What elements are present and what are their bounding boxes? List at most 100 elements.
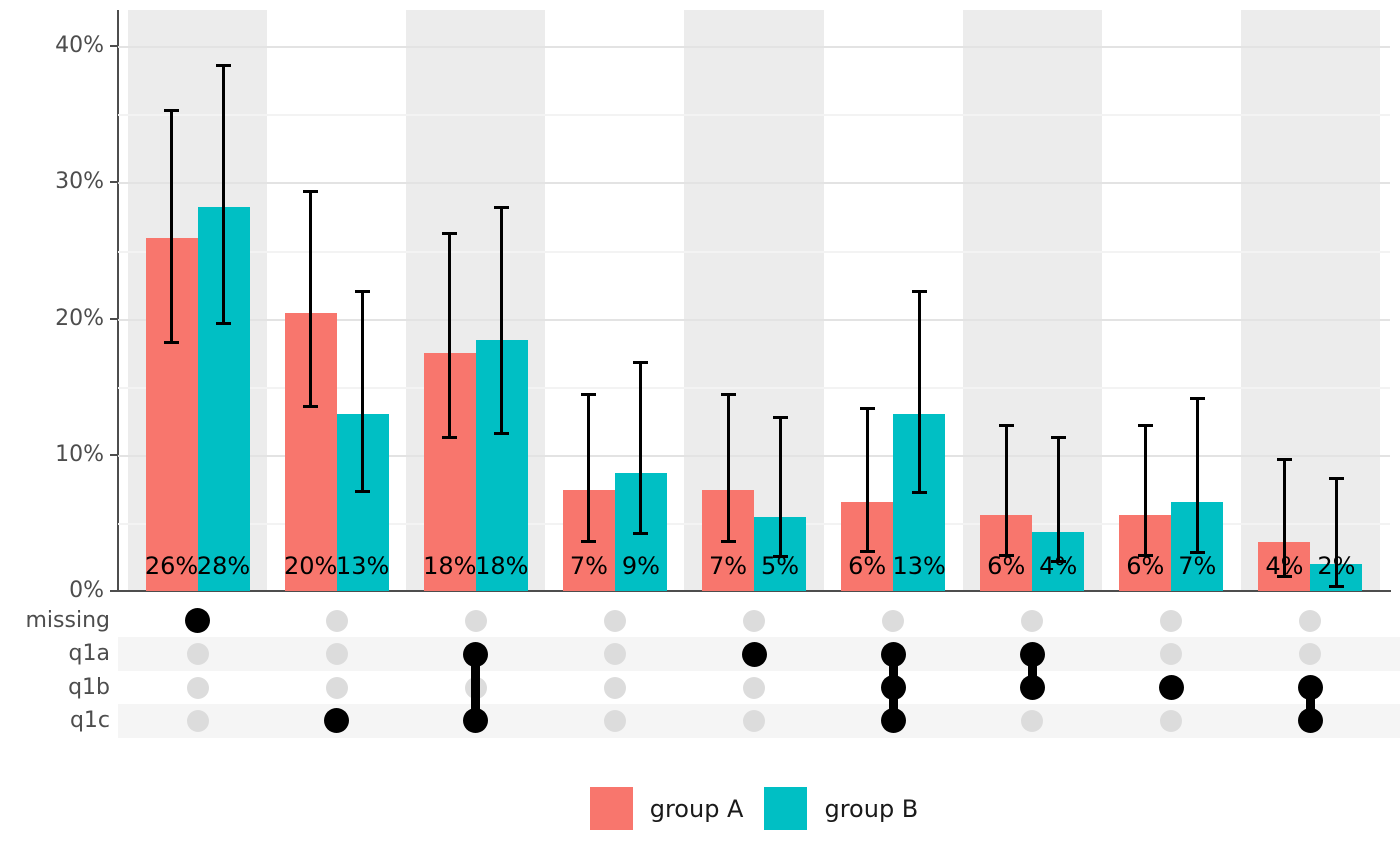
bar-value-label: 4%: [1039, 552, 1078, 580]
matrix-dot-inactive: [325, 643, 348, 666]
error-bar-cap-top: [494, 205, 510, 209]
error-bar-cap-top: [998, 423, 1014, 427]
error-bar-cap-bottom: [1276, 575, 1292, 579]
y-tick-mark: [110, 590, 118, 592]
error-bar-cap-bottom: [1137, 553, 1153, 557]
legend-swatch: [589, 787, 633, 830]
bar-value-label: 18%: [475, 552, 529, 580]
legend: group A group B: [118, 787, 1390, 830]
error-bar-cap-bottom: [720, 539, 736, 543]
error-bar-cap-top: [303, 189, 319, 193]
x-axis-line: [117, 590, 1391, 592]
gridline-major: [118, 318, 1390, 321]
error-bar-cap-bottom: [164, 341, 180, 345]
gridline-major: [118, 182, 1390, 185]
error-bar: [170, 110, 174, 344]
error-bar: [587, 393, 591, 542]
matrix-dot-inactive: [743, 676, 765, 699]
gridline-major: [118, 46, 1390, 49]
matrix-dot-active: [741, 641, 767, 667]
column-stripe: [1240, 10, 1380, 591]
error-bar: [1334, 477, 1338, 587]
matrix-dot-inactive: [603, 676, 626, 699]
error-bar-cap-bottom: [633, 531, 649, 535]
error-bar-cap-top: [772, 415, 788, 419]
matrix-dot-inactive: [743, 609, 765, 632]
error-bar: [361, 291, 365, 492]
gridline-minor: [118, 250, 1390, 253]
y-tick-label: 20%: [55, 305, 104, 331]
gridline-major: [118, 454, 1390, 457]
bar-value-label: 6%: [1126, 552, 1165, 580]
bar-value-label: 2%: [1317, 552, 1356, 580]
error-bar-cap-bottom: [581, 539, 597, 543]
y-tick-mark: [110, 45, 118, 48]
error-bar: [1056, 437, 1060, 563]
bar-value-label: 7%: [1178, 552, 1217, 580]
error-bar-cap-top: [1137, 423, 1153, 427]
bar-value-label: 26%: [144, 552, 199, 580]
matrix-row-label: q1b: [68, 674, 110, 700]
error-bar-cap-top: [216, 64, 232, 68]
error-bar: [726, 393, 730, 542]
error-bar-cap-top: [1189, 396, 1205, 400]
legend-item: group A: [589, 787, 744, 830]
matrix-dot-inactive: [325, 609, 348, 632]
bar-value-label: 4%: [1265, 552, 1304, 580]
matrix-dot-inactive: [1021, 709, 1044, 732]
error-bar-cap-bottom: [998, 553, 1014, 557]
error-bar-cap-top: [911, 290, 927, 294]
matrix-dot-inactive: [603, 609, 626, 632]
matrix-dot-inactive: [464, 609, 487, 632]
matrix-dot-active: [1297, 675, 1323, 700]
error-bar: [1195, 397, 1199, 553]
matrix-dot-inactive: [186, 676, 209, 699]
error-bar-cap-bottom: [1189, 550, 1205, 554]
bar-value-label: 13%: [892, 552, 946, 580]
plot-panel: [118, 10, 1390, 591]
matrix-dot-inactive: [743, 709, 765, 732]
matrix-dot-active: [1019, 641, 1045, 667]
matrix-dot-active: [324, 708, 350, 734]
y-tick-mark: [110, 181, 118, 184]
legend-item: group B: [764, 787, 918, 830]
error-bar-cap-bottom: [911, 490, 927, 494]
error-bar: [222, 65, 226, 325]
error-bar-cap-bottom: [355, 489, 371, 493]
bar-value-label: 7%: [569, 552, 608, 580]
error-bar-cap-bottom: [1050, 560, 1066, 564]
error-bar: [500, 206, 504, 435]
matrix-row-label: q1c: [69, 707, 110, 733]
error-bar-cap-bottom: [772, 554, 788, 558]
error-bar-cap-top: [1050, 436, 1066, 440]
y-tick-label: 40%: [55, 33, 104, 59]
matrix-dot-active: [880, 675, 906, 700]
matrix-dot-active: [1297, 708, 1323, 734]
y-tick-label: 10%: [55, 441, 104, 467]
gridline-minor: [118, 386, 1390, 389]
error-bar-cap-top: [720, 392, 736, 396]
error-bar-cap-bottom: [1328, 584, 1344, 588]
matrix-dot-inactive: [1021, 609, 1044, 632]
error-bar: [448, 232, 452, 439]
error-bar-cap-top: [581, 392, 597, 396]
bar-value-label: 9%: [621, 552, 660, 580]
matrix-connector: [471, 654, 481, 721]
matrix-dot-inactive: [882, 609, 905, 632]
bar-value-label: 28%: [196, 552, 251, 580]
error-bar-cap-top: [633, 361, 649, 365]
legend-label: group A: [649, 794, 744, 823]
y-axis-line: [117, 10, 119, 592]
legend-swatch: [764, 787, 808, 830]
y-tick-mark: [110, 453, 118, 456]
error-bar-cap-bottom: [859, 549, 875, 553]
error-bar-cap-bottom: [442, 436, 458, 440]
bar-value-label: 7%: [708, 552, 748, 580]
error-bar-cap-bottom: [216, 322, 232, 326]
matrix-dot-inactive: [1160, 609, 1183, 632]
bar-value-label: 5%: [760, 552, 800, 580]
matrix-row-label: missing: [25, 607, 111, 633]
y-tick-mark: [110, 317, 118, 320]
error-bar-cap-top: [859, 407, 875, 411]
